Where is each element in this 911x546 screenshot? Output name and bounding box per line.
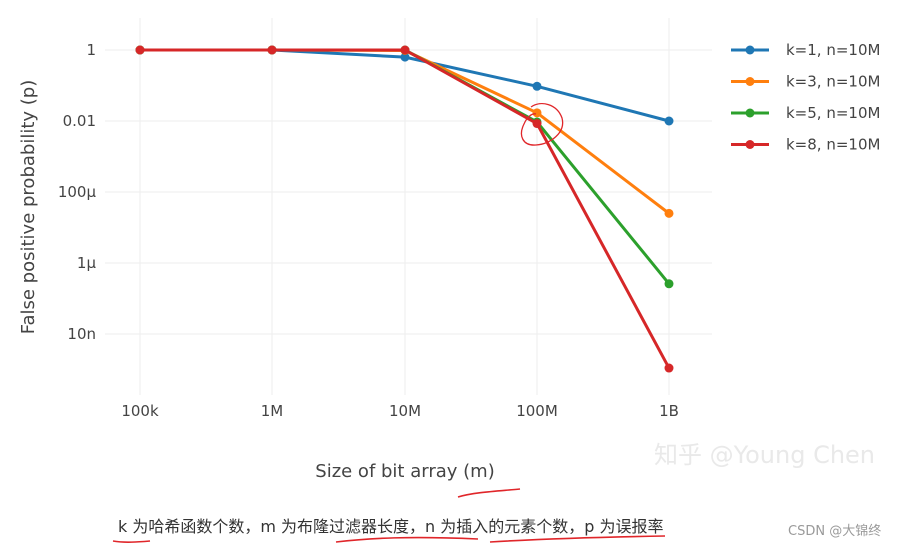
x-tick-label: 100k xyxy=(121,402,159,420)
y-tick-labels: 1 0.01 100μ 1μ 10n xyxy=(58,41,97,343)
data-point xyxy=(532,108,542,118)
data-point xyxy=(532,119,542,129)
x-tick-labels: 100k 1M 10M 100M 1B xyxy=(121,402,679,420)
data-point xyxy=(135,45,145,55)
underline-mark xyxy=(335,536,479,543)
legend-marker xyxy=(745,45,755,55)
data-point xyxy=(400,52,410,62)
data-point xyxy=(664,116,674,126)
x-axis-title: Size of bit array (m) xyxy=(315,461,494,482)
x-tick-label: 10M xyxy=(389,402,421,420)
y-tick-label: 1μ xyxy=(77,254,97,272)
data-point xyxy=(532,81,542,91)
legend-label: k=5, n=10M xyxy=(786,104,880,122)
watermark: 知乎 @Young Chen xyxy=(654,441,875,469)
x-tick-label: 1B xyxy=(659,402,679,420)
data-point xyxy=(400,45,410,55)
data-point xyxy=(664,208,674,218)
caption: k 为哈希函数个数，m 为布隆过滤器长度，n 为插入的元素个数，p 为误报率 xyxy=(118,517,664,536)
legend-label: k=8, n=10M xyxy=(786,136,880,154)
legend-marker xyxy=(745,108,755,118)
highlight-circle xyxy=(520,103,564,146)
data-point xyxy=(664,279,674,289)
grid xyxy=(105,18,712,395)
legend-marker xyxy=(745,140,755,149)
legend: k=1, n=10M k=3, n=10M k=5, n=10M k=8, n=10M xyxy=(731,41,880,154)
x-tick-label: 100M xyxy=(516,402,558,420)
series-lines xyxy=(135,45,674,373)
legend-label: k=1, n=10M xyxy=(786,41,880,59)
y-tick-label: 10n xyxy=(67,325,96,343)
data-point xyxy=(267,45,277,55)
legend-marker xyxy=(745,77,755,86)
y-tick-label: 1 xyxy=(86,41,96,59)
legend-label: k=3, n=10M xyxy=(786,73,880,91)
source-tag: CSDN @大锦终 xyxy=(788,524,882,539)
underline-mark xyxy=(489,535,666,543)
handwritten-annotations xyxy=(112,103,666,543)
y-tick-label: 0.01 xyxy=(63,112,96,130)
y-tick-label: 100μ xyxy=(58,183,97,201)
y-axis-title: False positive probability (p) xyxy=(18,80,39,334)
underline-mark xyxy=(457,488,521,498)
data-point xyxy=(664,363,674,373)
x-tick-label: 1M xyxy=(261,402,284,420)
underline-mark xyxy=(112,540,151,543)
